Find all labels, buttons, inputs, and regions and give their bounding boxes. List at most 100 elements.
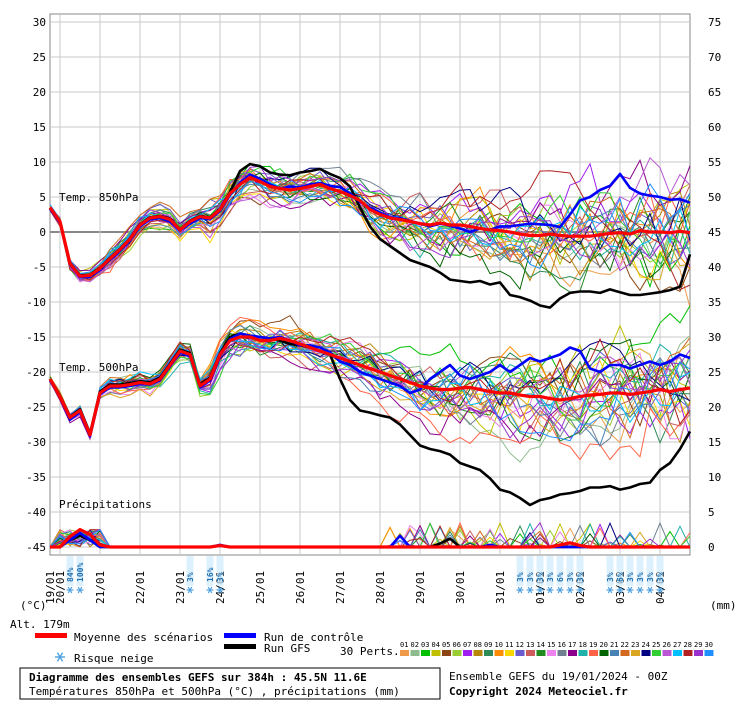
pert-legend-number: 08 <box>474 641 482 649</box>
pert-legend-number: 27 <box>673 641 681 649</box>
pert-legend-swatch <box>662 650 672 656</box>
pert-legend-swatch <box>631 650 640 656</box>
y-tick-label-left: 0 <box>39 226 46 239</box>
pert-legend-number: 10 <box>495 641 503 649</box>
pert-legend-number: 22 <box>621 641 629 649</box>
pert-legend-swatch <box>589 650 598 656</box>
snowflake-stroke <box>517 586 523 594</box>
pert-legend-swatch <box>526 650 535 656</box>
pert-legend-number: 05 <box>442 641 450 649</box>
snow-risk-marker: 3% <box>626 556 635 594</box>
snowflake-stroke <box>537 586 543 594</box>
pert-legend-number: 13 <box>526 641 534 649</box>
pert-legend-number: 30 <box>705 641 713 649</box>
snowflake-icon <box>186 586 194 594</box>
snow-risk-bar <box>516 556 524 586</box>
main-series-lines <box>48 162 692 549</box>
snow-risk-bar <box>636 556 644 586</box>
snow-risk-marker: 3% <box>216 556 225 594</box>
pert-legend-number: 14 <box>537 641 545 649</box>
pert-legend-swatch <box>578 650 588 656</box>
perturbation-line <box>49 165 691 281</box>
snow-risk-marker: 3% <box>656 556 665 594</box>
snowflake-icon <box>646 586 654 594</box>
snow-risk-pct: 3% <box>516 572 525 582</box>
snowflake-icon <box>55 652 65 662</box>
y-tick-label-right: 30 <box>708 331 721 344</box>
snowflake-icon <box>656 586 664 594</box>
snow-risk-pct: 3% <box>646 572 655 582</box>
snowflake-stroke <box>207 586 213 594</box>
snow-risk-marker: 3% <box>536 556 545 594</box>
snowflake-icon <box>526 586 534 594</box>
snow-risk-bar <box>656 556 664 586</box>
snowflake-icon <box>606 586 614 594</box>
snowflake-icon <box>566 586 574 594</box>
pert-legend-swatch <box>505 650 514 656</box>
pert-legend-swatch <box>673 650 682 656</box>
x-tick-label: 31/01 <box>494 571 507 604</box>
left-unit-label: (°C) <box>20 599 47 612</box>
pert-legend-number: 01 <box>400 641 408 649</box>
snow-risk-pct: 3% <box>606 572 615 582</box>
snow-risk-marker: 3% <box>606 556 615 594</box>
snow-risk-marker: 6% <box>556 556 565 594</box>
y-tick-label-right: 0 <box>708 541 715 554</box>
y-tick-label-left: -35 <box>26 471 46 484</box>
snowflake-stroke <box>637 586 643 594</box>
y-tick-label-left: 25 <box>33 51 46 64</box>
ensemble-label: Ensemble GEFS du 19/01/2024 - 00Z <box>449 670 668 683</box>
pert-legend-swatch <box>442 650 451 656</box>
perturbation-line <box>49 340 691 438</box>
snow-risk-bar <box>206 556 214 586</box>
y-tick-label-right: 65 <box>708 86 721 99</box>
pert-legend-number: 18 <box>579 641 587 649</box>
chart-subtitle: Températures 850hPa et 500hPa (°C) , pré… <box>29 685 400 698</box>
pert-legend-number: 28 <box>684 641 692 649</box>
pert-legend-swatch <box>547 650 556 656</box>
y-tick-label-left: 15 <box>33 121 46 134</box>
pert-legend-swatch <box>568 650 577 656</box>
pert-legend-number: 25 <box>652 641 660 649</box>
pert-legend-number: 09 <box>484 641 492 649</box>
pert-legend-number: 04 <box>432 641 440 649</box>
pert-legend-swatch <box>620 650 630 656</box>
snow-risk-bar <box>546 556 554 586</box>
pert-legend-swatch <box>484 650 493 656</box>
snow-risk-pct: 3% <box>626 572 635 582</box>
snow-risk-marker: 3% <box>646 556 655 594</box>
pert-legend-swatch <box>641 650 651 656</box>
y-tick-label-right: 55 <box>708 156 721 169</box>
snowflake-stroke <box>187 586 193 594</box>
copyright-label: Copyright 2024 Meteociel.fr <box>449 685 628 698</box>
pert-legend-swatch <box>473 650 483 656</box>
y-tick-label-right: 50 <box>708 191 721 204</box>
snowflake-stroke <box>67 586 73 594</box>
y-tick-label-left: 10 <box>33 156 46 169</box>
snow-risk-pct: 3% <box>566 572 575 582</box>
x-tick-label: 23/01 <box>174 571 187 604</box>
x-tick-label: 20/01 <box>54 571 67 604</box>
plot-frame <box>49 13 691 556</box>
pert-legend-number: 17 <box>568 641 576 649</box>
snow-risk-pct: 16% <box>206 567 215 582</box>
chart-title: Diagramme des ensembles GEFS sur 384h : … <box>29 671 367 684</box>
pert-legend-number: 23 <box>631 641 639 649</box>
snowflake-icon <box>66 586 74 594</box>
snow-risk-marker: 3% <box>576 556 585 594</box>
y-tick-label-left: -20 <box>26 366 46 379</box>
pert-legend-swatch <box>599 650 609 656</box>
snow-risk-marker: 3% <box>526 556 535 594</box>
section-label-precip: Précipitations <box>59 498 152 511</box>
perturbation-legend: 01 02 03 04 05 06 07 08 09 10 11 12 13 14 15 16 17 18 19 20… <box>400 641 714 656</box>
altitude-label: Alt. 179m <box>10 618 70 631</box>
snow-risk-marker: 16% <box>206 556 215 594</box>
y-tick-label-left: -15 <box>26 331 46 344</box>
snow-risk-pct: 84% <box>66 567 75 582</box>
legend: Moyenne des scénarios Run de contrôle Ru… <box>35 631 714 665</box>
snowflake-stroke <box>557 586 563 594</box>
snow-risk-bar <box>626 556 634 586</box>
perturbation-line <box>49 166 691 278</box>
